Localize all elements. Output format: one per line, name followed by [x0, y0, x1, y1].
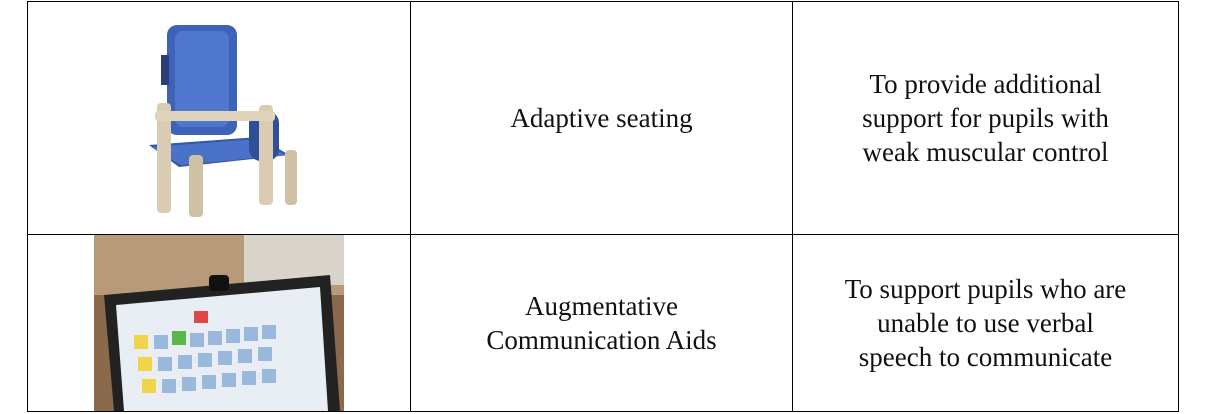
purpose-text: speech to communicate	[858, 342, 1113, 372]
image-cell	[27, 234, 411, 412]
purpose-text: unable to use verbal	[877, 308, 1094, 338]
purpose-cell: To provide additional support for pupils…	[792, 1, 1179, 235]
item-cell: Augmentative Communication Aids	[410, 234, 793, 412]
item-text: Communication Aids	[486, 325, 717, 355]
item-cell: Adaptive seating	[410, 1, 793, 235]
equipment-table: Adaptive seating To provide additional s…	[27, 1, 1179, 412]
purpose-cell: To support pupils who are unable to use …	[792, 234, 1179, 412]
item-text: Augmentative	[525, 291, 678, 321]
table-row: Adaptive seating To provide additional s…	[27, 1, 1179, 235]
purpose-text: To support pupils who are	[844, 274, 1127, 304]
image-cell	[27, 1, 411, 235]
purpose-text: weak muscular control	[862, 137, 1109, 167]
item-text: Adaptive seating	[510, 103, 693, 133]
chair-image	[109, 15, 329, 221]
table-row: Augmentative Communication Aids To suppo…	[27, 234, 1179, 412]
tablet-image	[94, 235, 344, 411]
purpose-text: To provide additional	[869, 69, 1102, 99]
purpose-text: support for pupils with	[862, 103, 1109, 133]
